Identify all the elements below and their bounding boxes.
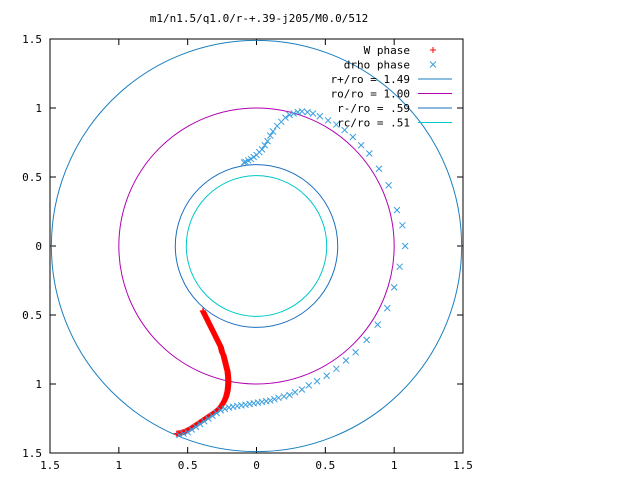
- x-tick-label: 1: [116, 459, 123, 472]
- drho-phase-point: [363, 336, 370, 344]
- legend-label: r+/ro = 1.49: [331, 73, 410, 86]
- drho-phase-point: [275, 394, 282, 402]
- drho-phase-point: [269, 128, 277, 135]
- drho-phase-point: [180, 430, 187, 438]
- drho-phase-point: [291, 388, 299, 396]
- drho-phase-point: [176, 431, 183, 439]
- legend-label: drho phase: [344, 59, 410, 72]
- y-tick-label: 0.5: [22, 171, 42, 184]
- w-phase-series: [173, 307, 232, 437]
- legend-label: rc/ro = .51: [337, 117, 410, 130]
- data-series: [173, 108, 409, 439]
- drho-phase-point: [286, 391, 293, 399]
- drho-phase-point: [240, 159, 248, 166]
- drho-phase-point: [298, 386, 306, 393]
- drho-phase-point: [399, 221, 406, 229]
- drho-phase-point: [294, 108, 302, 116]
- chart-title: m1/n1.5/q1.0/r-+.39-j205/M0.0/512: [150, 12, 369, 25]
- drho-phase-point: [309, 110, 317, 117]
- legend-label: ro/ro = 1.00: [331, 88, 410, 101]
- drho-phase-point: [357, 141, 365, 149]
- drho-phase-point: [374, 321, 382, 329]
- drho-phase-point: [271, 395, 278, 403]
- drho-phase-point: [209, 412, 216, 420]
- drho-phase-point: [305, 382, 313, 389]
- drho-phase-point: [280, 393, 288, 400]
- drho-phase-point: [290, 110, 298, 117]
- drho-phase-point: [393, 206, 401, 214]
- drho-phase-point: [349, 133, 357, 141]
- drho-phase-point: [332, 121, 340, 128]
- drho-phase-point: [332, 365, 340, 373]
- y-tick-label: 0.5: [22, 309, 42, 322]
- reference-circle: [174, 164, 339, 328]
- x-tick-label: 0: [253, 459, 260, 472]
- drho-phase-point: [217, 406, 225, 414]
- drho-phase-point: [200, 417, 208, 425]
- drho-phase-point: [375, 165, 383, 173]
- reference-circle: [118, 107, 395, 385]
- drho-phase-point: [266, 397, 274, 404]
- y-tick-label: 1.5: [22, 33, 42, 46]
- drho-phase-point: [221, 405, 229, 413]
- drho-phase-point: [383, 304, 391, 312]
- y-tick-label: 1: [35, 102, 42, 115]
- y-tick-label: 0: [35, 240, 42, 253]
- drho-phase-point: [184, 428, 192, 436]
- legend-label: W phase: [364, 44, 410, 57]
- drho-phase-point: [385, 181, 393, 189]
- drho-phase-point: [342, 357, 350, 364]
- drho-phase-point: [213, 409, 220, 417]
- plot-frame: [49, 38, 464, 454]
- y-tick-label: 1: [35, 378, 42, 391]
- drho-phase-series: [176, 108, 409, 439]
- x-tick-label: 1.5: [453, 459, 473, 472]
- drho-phase-point: [316, 112, 324, 120]
- reference-circle: [50, 39, 463, 453]
- y-tick-label: 1.5: [22, 447, 42, 460]
- drho-phase-point: [352, 348, 359, 356]
- drho-phase-point: [273, 122, 281, 130]
- legend-swatch: [429, 61, 437, 68]
- drho-phase-point: [204, 415, 212, 422]
- drho-phase-point: [341, 126, 348, 134]
- drho-phase-point: [266, 132, 274, 139]
- drho-phase-point: [188, 426, 196, 433]
- x-tick-label: 0.5: [315, 459, 335, 472]
- drho-phase-point: [390, 284, 398, 291]
- x-tick-label: 1.5: [40, 459, 60, 472]
- drho-phase-point: [313, 377, 321, 385]
- x-tick-label: 1: [391, 459, 398, 472]
- drho-phase-point: [261, 141, 269, 149]
- legend-swatch: [430, 47, 436, 53]
- drho-phase-point: [264, 137, 271, 145]
- drho-phase-point: [196, 420, 204, 428]
- legend-label: r-/ro = .59: [337, 102, 410, 115]
- drho-phase-point: [324, 117, 332, 124]
- drho-phase-point: [286, 111, 293, 119]
- drho-phase-point: [401, 242, 409, 250]
- reference-circles: [50, 39, 463, 453]
- drho-phase-point: [396, 263, 404, 271]
- drho-phase-point: [192, 423, 200, 431]
- x-tick-label: 0.5: [178, 459, 198, 472]
- drho-phase-point: [366, 150, 373, 157]
- reference-circle: [185, 175, 328, 317]
- drho-phase-point: [323, 372, 331, 380]
- drho-phase-point: [304, 108, 311, 116]
